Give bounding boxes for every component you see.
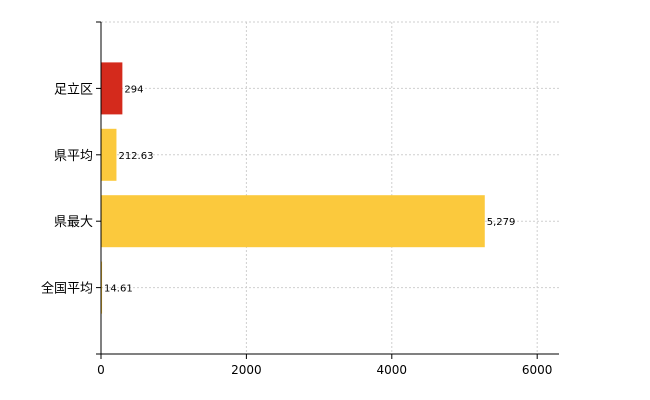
grid-layer: [101, 21, 559, 354]
x-tick-label: 2000: [231, 363, 262, 377]
data-label: 14.61: [104, 284, 133, 295]
x-tick-label: 6000: [522, 363, 553, 377]
bar-3: [101, 195, 485, 248]
axes-layer: [96, 21, 559, 359]
data-label: 294: [124, 84, 143, 95]
category-label: 全国平均: [41, 281, 93, 297]
category-label: 県最大: [54, 215, 93, 230]
bar-1: [101, 62, 123, 115]
x-tick-label: 4000: [377, 363, 408, 377]
category-label: 県平均: [54, 149, 93, 164]
data-label: 5,279: [487, 217, 516, 228]
bar-2: [101, 128, 117, 181]
data-label: 212.63: [118, 151, 153, 162]
x-tick-label: 0: [97, 363, 105, 377]
bar-4: [101, 261, 103, 314]
category-label: 足立区: [54, 82, 93, 97]
bars-layer: [101, 62, 485, 314]
